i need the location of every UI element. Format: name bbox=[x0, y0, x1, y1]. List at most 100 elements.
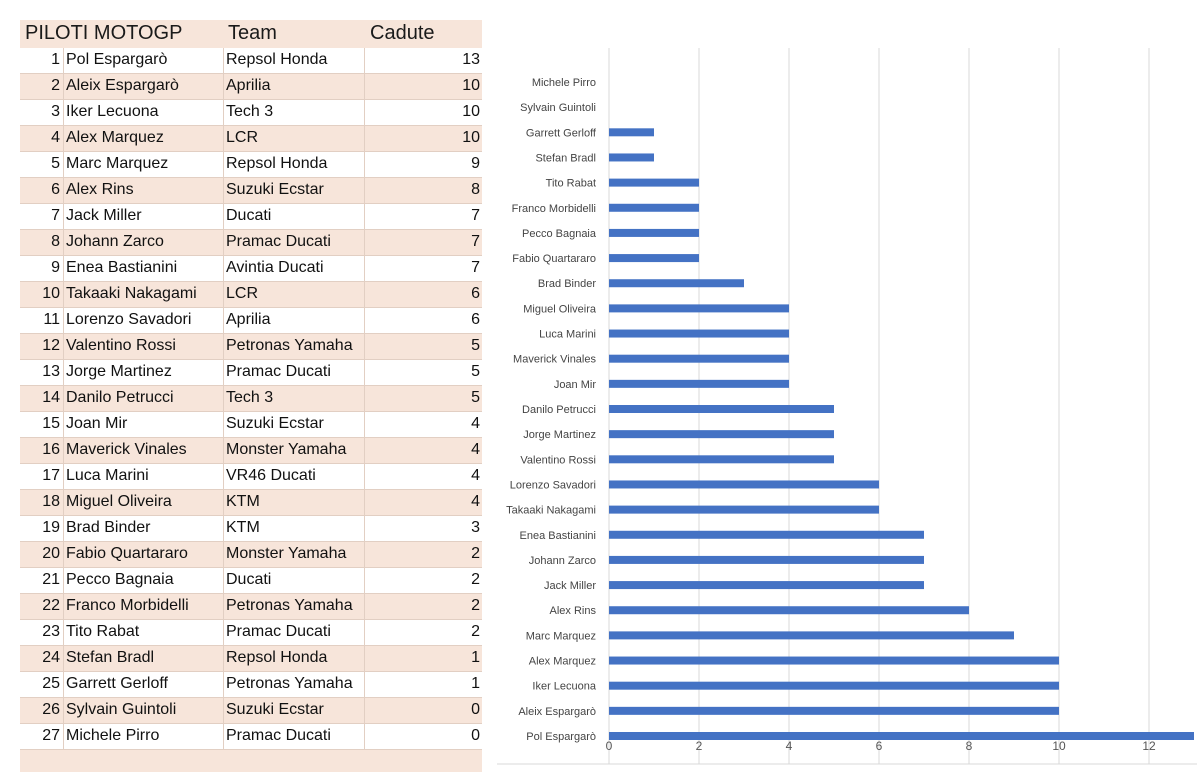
category-label: Marc Marquez bbox=[526, 630, 596, 642]
row-rank: 20 bbox=[42, 545, 60, 562]
row-rank: 10 bbox=[42, 285, 60, 302]
row-rider-name: Marc Marquez bbox=[66, 155, 169, 172]
table-row: 27 Michele Pirro Pramac Ducati 0 bbox=[20, 724, 482, 750]
table-row: 19 Brad Binder KTM 3 bbox=[20, 516, 482, 542]
row-rider-name: Michele Pirro bbox=[66, 727, 160, 744]
row-cadute: 2 bbox=[471, 597, 480, 614]
row-cadute: 4 bbox=[471, 415, 480, 432]
bar bbox=[609, 203, 699, 212]
bar bbox=[609, 732, 1194, 740]
table-header: PILOTI MOTOGP Team Cadute bbox=[20, 20, 482, 49]
row-rank: 12 bbox=[42, 337, 60, 354]
row-rider-name: Valentino Rossi bbox=[66, 337, 176, 354]
row-rider-name: Pol Espargarò bbox=[66, 51, 168, 68]
row-cadute: 8 bbox=[471, 181, 480, 198]
bar bbox=[609, 706, 1059, 715]
row-rider-name: Johann Zarco bbox=[66, 233, 164, 250]
row-cadute: 4 bbox=[471, 467, 480, 484]
row-rider-name: Jorge Martinez bbox=[66, 363, 172, 380]
x-tick-label: 2 bbox=[696, 739, 703, 753]
bar bbox=[609, 505, 879, 514]
category-label: Fabio Quartararo bbox=[512, 253, 596, 265]
row-cadute: 0 bbox=[471, 701, 480, 718]
category-label: Valentino Rossi bbox=[520, 454, 596, 466]
row-rider-name: Jack Miller bbox=[66, 207, 142, 224]
table-row: 7 Jack Miller Ducati 7 bbox=[20, 204, 482, 230]
table-row: 14 Danilo Petrucci Tech 3 5 bbox=[20, 386, 482, 412]
row-team: Monster Yamaha bbox=[226, 545, 347, 562]
row-rank: 25 bbox=[42, 675, 60, 692]
row-rank: 15 bbox=[42, 415, 60, 432]
table-row: 4 Alex Marquez LCR 10 bbox=[20, 126, 482, 152]
row-cadute: 10 bbox=[462, 77, 480, 94]
row-rank: 21 bbox=[42, 571, 60, 588]
row-cadute: 0 bbox=[471, 727, 480, 744]
category-label: Pecco Bagnaia bbox=[522, 228, 597, 240]
bar bbox=[609, 555, 924, 564]
bar bbox=[609, 153, 654, 162]
row-rank: 9 bbox=[51, 259, 60, 276]
row-rank: 14 bbox=[42, 389, 60, 406]
row-cadute: 9 bbox=[471, 155, 480, 172]
category-label: Alex Marquez bbox=[529, 656, 596, 668]
row-team: KTM bbox=[226, 493, 260, 510]
x-tick-label: 4 bbox=[786, 739, 793, 753]
row-rank: 7 bbox=[51, 207, 60, 224]
category-label: Stefan Bradl bbox=[535, 152, 596, 164]
column-divider bbox=[63, 48, 64, 750]
table-row: 18 Miguel Oliveira KTM 4 bbox=[20, 490, 482, 516]
row-rank: 3 bbox=[51, 103, 60, 120]
category-label: Franco Morbidelli bbox=[512, 203, 596, 215]
table-row: 24 Stefan Bradl Repsol Honda 1 bbox=[20, 646, 482, 672]
row-team: Avintia Ducati bbox=[226, 259, 324, 276]
category-label: Brad Binder bbox=[538, 278, 596, 290]
category-label: Joan Mir bbox=[554, 379, 597, 391]
bar bbox=[609, 304, 789, 313]
row-rider-name: Sylvain Guintoli bbox=[66, 701, 177, 718]
row-cadute: 6 bbox=[471, 311, 480, 328]
x-tick-label: 12 bbox=[1142, 739, 1156, 753]
category-label: Danilo Petrucci bbox=[522, 404, 596, 416]
row-team: LCR bbox=[226, 129, 259, 146]
row-team: Repsol Honda bbox=[226, 51, 328, 68]
category-label: Michele Pirro bbox=[532, 77, 596, 89]
bar bbox=[609, 228, 699, 237]
row-rank: 13 bbox=[42, 363, 60, 380]
row-rank: 26 bbox=[42, 701, 60, 718]
row-team: Tech 3 bbox=[226, 389, 274, 406]
row-team: Petronas Yamaha bbox=[226, 675, 353, 692]
category-label: Pol Espargarò bbox=[526, 731, 596, 743]
category-label: Iker Lecuona bbox=[532, 681, 596, 693]
bar bbox=[609, 530, 924, 539]
row-rider-name: Aleix Espargarò bbox=[66, 77, 179, 94]
table-row: 26 Sylvain Guintoli Suzuki Ecstar 0 bbox=[20, 698, 482, 724]
row-cadute: 2 bbox=[471, 545, 480, 562]
row-rank: 22 bbox=[42, 597, 60, 614]
row-rider-name: Fabio Quartararo bbox=[66, 545, 188, 562]
bar bbox=[609, 681, 1059, 690]
row-rider-name: Maverick Vinales bbox=[66, 441, 187, 458]
row-rider-name: Iker Lecuona bbox=[66, 103, 159, 120]
row-rider-name: Brad Binder bbox=[66, 519, 151, 536]
row-team: Pramac Ducati bbox=[226, 363, 331, 380]
row-cadute: 13 bbox=[462, 51, 480, 68]
table-row: 6 Alex Rins Suzuki Ecstar 8 bbox=[20, 178, 482, 204]
row-team: LCR bbox=[226, 285, 259, 302]
column-divider bbox=[223, 48, 224, 750]
row-rider-name: Lorenzo Savadori bbox=[66, 311, 192, 328]
row-rank: 27 bbox=[42, 727, 60, 744]
row-cadute: 5 bbox=[471, 389, 480, 406]
data-table: PILOTI MOTOGP Team Cadute 1 Pol Espargarò… bbox=[20, 20, 482, 772]
bar bbox=[609, 581, 924, 590]
x-tick-label: 10 bbox=[1052, 739, 1066, 753]
table-row: 23 Tito Rabat Pramac Ducati 2 bbox=[20, 620, 482, 646]
category-label: Luca Marini bbox=[539, 329, 596, 341]
table-row: 13 Jorge Martinez Pramac Ducati 5 bbox=[20, 360, 482, 386]
row-rider-name: Pecco Bagnaia bbox=[66, 571, 174, 588]
row-team: Pramac Ducati bbox=[226, 233, 331, 250]
table-row: 20 Fabio Quartararo Monster Yamaha 2 bbox=[20, 542, 482, 568]
row-team: Petronas Yamaha bbox=[226, 337, 353, 354]
row-cadute: 2 bbox=[471, 623, 480, 640]
row-rider-name: Garrett Gerloff bbox=[66, 675, 168, 692]
row-cadute: 7 bbox=[471, 233, 480, 250]
